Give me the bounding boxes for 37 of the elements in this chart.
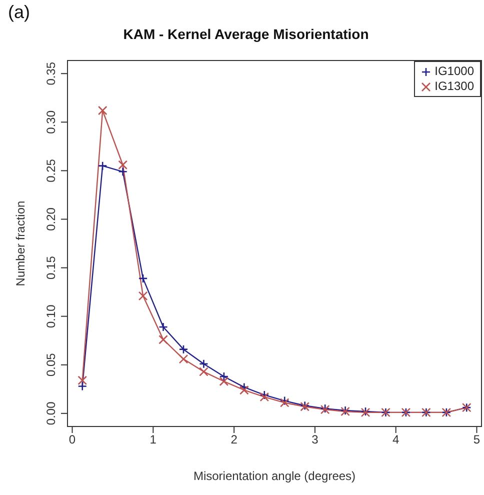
point	[78, 382, 88, 391]
y-tick-label: 0.25	[44, 158, 58, 182]
point	[118, 160, 128, 170]
point	[118, 167, 128, 176]
y-tick-label: 0.15	[44, 256, 58, 280]
x-tick-label: 2	[230, 432, 238, 447]
point	[199, 359, 208, 369]
point	[219, 376, 229, 386]
x-axis-title: Misorientation angle (degrees)	[193, 469, 356, 483]
text: (a)	[8, 2, 30, 23]
point	[240, 385, 249, 395]
y-tick-label: 0.05	[44, 352, 58, 377]
y-tick-label: 0.20	[44, 207, 58, 231]
x-tick-label: 3	[312, 432, 319, 447]
point	[98, 161, 108, 170]
point	[178, 344, 188, 354]
point	[138, 291, 148, 301]
x-tick-label: 1	[150, 432, 157, 447]
legend-label: IG1000	[434, 64, 474, 79]
point	[219, 372, 229, 382]
x-tick-label: 0	[68, 432, 76, 447]
x-tick-label: 5	[473, 432, 480, 447]
point	[158, 334, 168, 344]
legend-label: IG1300	[434, 79, 474, 94]
point	[138, 274, 148, 284]
y-tick-label: 0.35	[44, 62, 58, 86]
point	[158, 322, 168, 332]
x-tick-label: 4	[392, 432, 400, 447]
point	[199, 367, 208, 376]
point	[98, 106, 108, 116]
y-tick-label: 0.00	[44, 401, 58, 426]
y-axis-title: Number fraction	[13, 200, 28, 286]
y-tick-label: 0.30	[44, 110, 58, 134]
point	[178, 354, 188, 364]
point	[78, 376, 88, 386]
chart-title: KAM - Kernel Average Misorientation	[122, 26, 370, 42]
y-tick-label: 0.10	[44, 304, 58, 328]
